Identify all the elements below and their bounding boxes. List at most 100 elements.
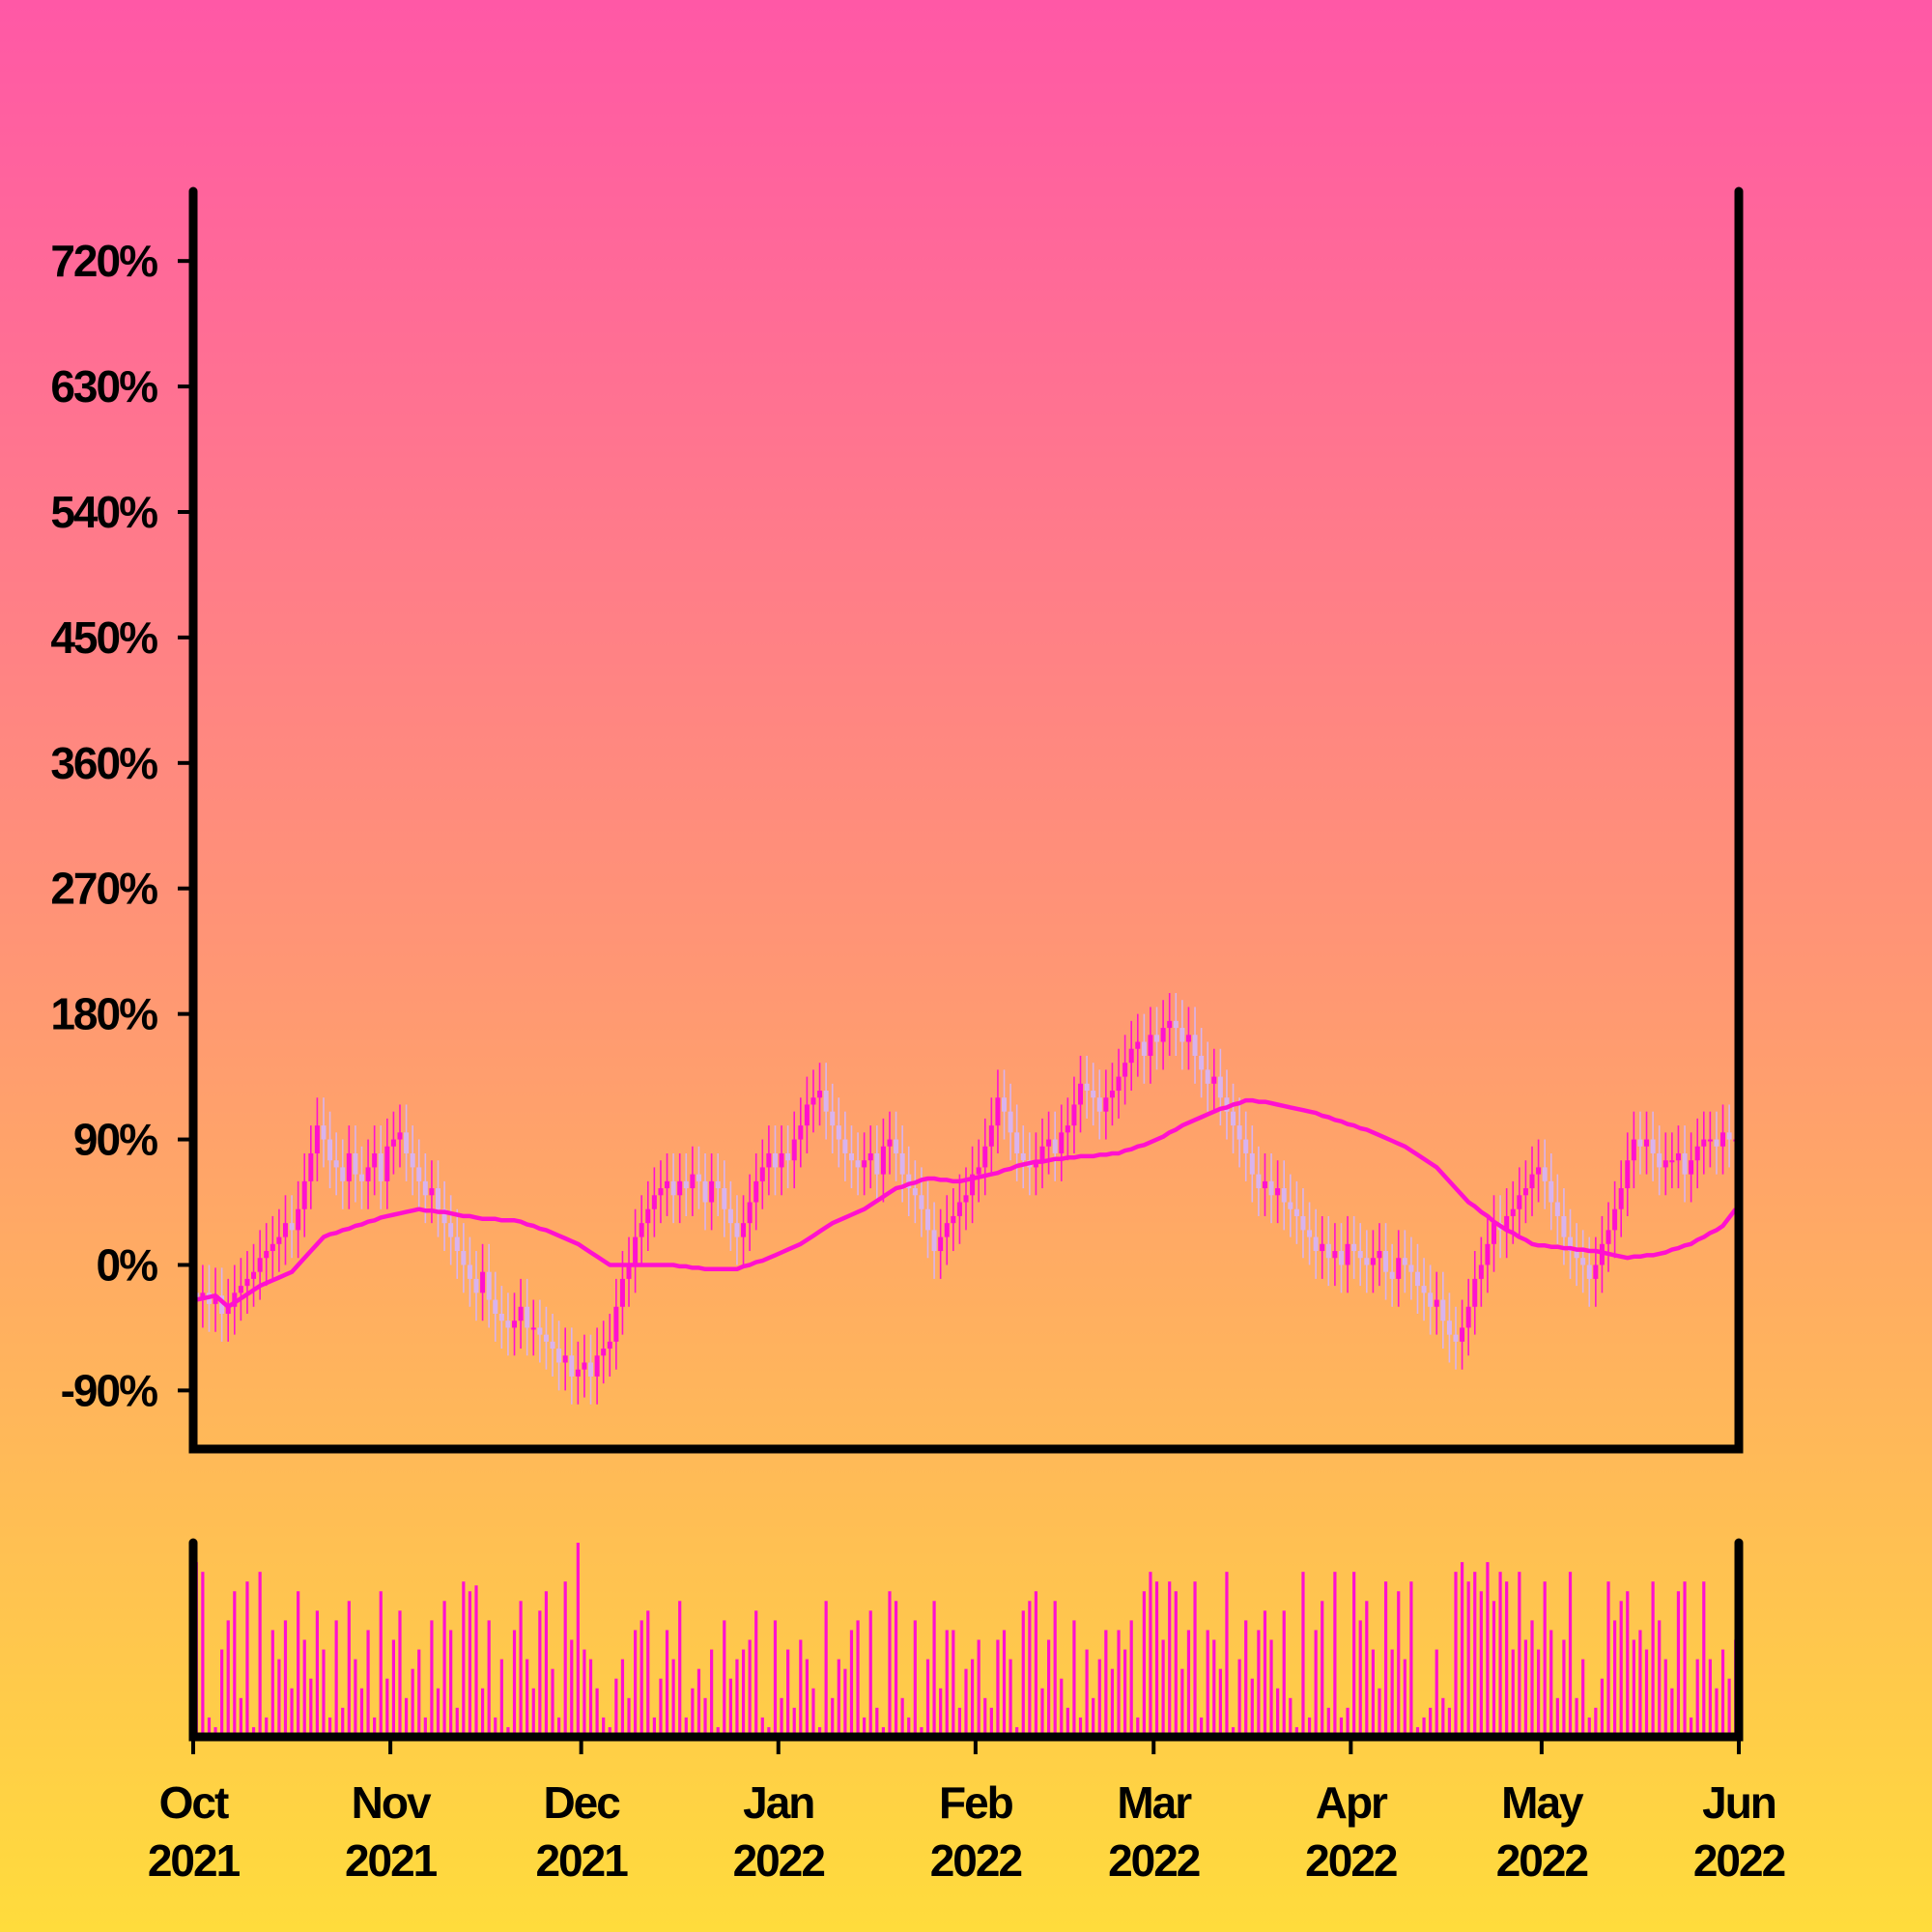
volume-bar xyxy=(1365,1601,1369,1737)
candle-body xyxy=(670,1180,676,1196)
volume-bar xyxy=(1543,1581,1547,1737)
candle-body xyxy=(1325,1243,1331,1259)
candle-body xyxy=(601,1349,607,1356)
candle-body xyxy=(683,1180,689,1189)
x-tick-label-line: Jun xyxy=(1702,1777,1776,1828)
candle-body xyxy=(1357,1251,1363,1259)
volume-bar xyxy=(1009,1659,1012,1737)
volume-bar xyxy=(245,1581,249,1737)
candle-body xyxy=(1453,1334,1459,1342)
candle-body xyxy=(1364,1258,1370,1265)
candle-body xyxy=(1192,1035,1198,1056)
candle-body xyxy=(1669,1160,1675,1163)
volume-bar xyxy=(1129,1620,1133,1737)
candle-body xyxy=(1714,1139,1719,1147)
candle-body xyxy=(633,1236,639,1265)
candle-body xyxy=(665,1180,670,1189)
x-tick-label: Oct 2021 xyxy=(148,1777,241,1886)
volume-bar xyxy=(233,1591,237,1737)
volume-bar xyxy=(442,1601,446,1737)
volume-bar xyxy=(1289,1697,1293,1737)
volume-bar xyxy=(1429,1707,1433,1737)
volume-bar xyxy=(201,1572,205,1737)
candle-body xyxy=(225,1306,231,1314)
candle-body xyxy=(346,1152,352,1181)
candle-body xyxy=(1618,1188,1624,1209)
volume-bar xyxy=(1626,1591,1630,1737)
candle-body xyxy=(1205,1069,1210,1084)
candle-body xyxy=(842,1139,848,1153)
candle-body xyxy=(899,1152,905,1175)
candle-body xyxy=(759,1167,765,1181)
candle-body xyxy=(1446,1321,1452,1335)
volume-bar xyxy=(1174,1591,1178,1737)
volume-bar xyxy=(945,1630,949,1737)
volume-bar xyxy=(239,1697,242,1737)
candle-body xyxy=(1402,1258,1407,1265)
candle-body xyxy=(1300,1215,1306,1231)
volume-bar xyxy=(251,1726,256,1737)
candle-body xyxy=(1293,1208,1299,1216)
x-tick-label-line: 2022 xyxy=(930,1835,1022,1886)
candle-body xyxy=(722,1188,727,1209)
volume-bar xyxy=(468,1591,472,1737)
candle-body xyxy=(804,1104,810,1126)
volume-bar xyxy=(526,1659,529,1737)
candle-body xyxy=(995,1097,1001,1126)
volume-bar xyxy=(1326,1707,1330,1737)
candle-body xyxy=(741,1223,747,1237)
candle-body xyxy=(257,1258,263,1272)
candle-body xyxy=(696,1174,701,1181)
volume-bar xyxy=(1638,1630,1642,1737)
candle-body xyxy=(1492,1223,1497,1244)
volume-bar xyxy=(602,1717,606,1737)
volume-bar xyxy=(952,1630,955,1737)
candle-body xyxy=(1396,1258,1402,1279)
candle-body xyxy=(340,1167,346,1181)
candle-body xyxy=(1046,1139,1052,1147)
volume-bar xyxy=(1149,1572,1152,1737)
candle-body xyxy=(276,1236,282,1244)
volume-bar xyxy=(1415,1726,1420,1737)
candle-body xyxy=(1574,1251,1579,1259)
candle-body xyxy=(244,1278,250,1287)
volume-bar xyxy=(1594,1707,1598,1737)
candle-body xyxy=(1675,1152,1681,1161)
candle-body xyxy=(1313,1236,1319,1252)
volume-bar xyxy=(1200,1717,1204,1737)
x-tick-label: Jan 2022 xyxy=(733,1777,825,1886)
candle-body xyxy=(1504,1215,1510,1231)
candle-body xyxy=(747,1202,753,1224)
volume-bar xyxy=(684,1717,688,1737)
candle-body xyxy=(709,1180,715,1203)
volume-bar xyxy=(359,1688,364,1737)
candle-body xyxy=(251,1271,257,1279)
candle-body xyxy=(1720,1132,1726,1147)
candle-body xyxy=(613,1306,619,1342)
candle-body xyxy=(1039,1146,1045,1161)
candle-body xyxy=(976,1167,981,1175)
candle-body xyxy=(397,1132,403,1140)
volume-bar xyxy=(989,1707,993,1737)
volume-bar xyxy=(741,1649,746,1737)
candle-body xyxy=(1631,1139,1636,1161)
volume-bar xyxy=(297,1591,300,1737)
candle-body xyxy=(264,1251,270,1259)
candle-body xyxy=(1071,1104,1077,1126)
volume-bar xyxy=(620,1659,625,1737)
volume-bar xyxy=(487,1620,491,1737)
volume-bar xyxy=(665,1630,669,1737)
volume-bar xyxy=(710,1649,714,1737)
volume-bar xyxy=(1587,1717,1591,1737)
candle-body xyxy=(1605,1230,1611,1244)
volume-bar xyxy=(213,1726,217,1737)
candle-body xyxy=(1231,1111,1236,1126)
candle-body xyxy=(1307,1230,1313,1237)
candle-body xyxy=(1141,1041,1147,1056)
volume-bar xyxy=(792,1707,796,1737)
candle-body xyxy=(1726,1132,1732,1140)
candle-body xyxy=(766,1152,772,1168)
volume-bar xyxy=(207,1717,212,1737)
volume-bar xyxy=(455,1707,459,1737)
